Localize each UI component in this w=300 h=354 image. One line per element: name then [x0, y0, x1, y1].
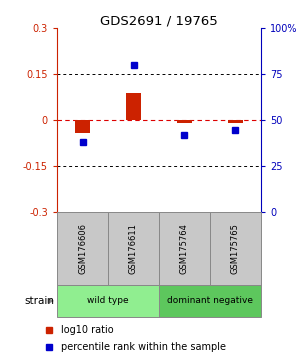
Text: GSM176611: GSM176611 — [129, 223, 138, 274]
Text: wild type: wild type — [87, 296, 129, 306]
Title: GDS2691 / 19765: GDS2691 / 19765 — [100, 14, 218, 27]
Bar — [159, 212, 210, 285]
Text: percentile rank within the sample: percentile rank within the sample — [61, 342, 226, 352]
Bar — [57, 285, 159, 317]
Text: dominant negative: dominant negative — [167, 296, 253, 306]
Bar — [108, 212, 159, 285]
Bar — [57, 212, 108, 285]
Text: log10 ratio: log10 ratio — [61, 325, 113, 336]
Text: strain: strain — [24, 296, 54, 306]
Bar — [159, 285, 261, 317]
Bar — [75, 120, 90, 133]
Text: GSM175764: GSM175764 — [180, 223, 189, 274]
Bar — [177, 120, 192, 124]
Text: GSM175765: GSM175765 — [231, 223, 240, 274]
Bar — [228, 120, 243, 124]
Bar — [126, 93, 141, 120]
Bar — [210, 212, 261, 285]
Text: GSM176606: GSM176606 — [78, 223, 87, 274]
